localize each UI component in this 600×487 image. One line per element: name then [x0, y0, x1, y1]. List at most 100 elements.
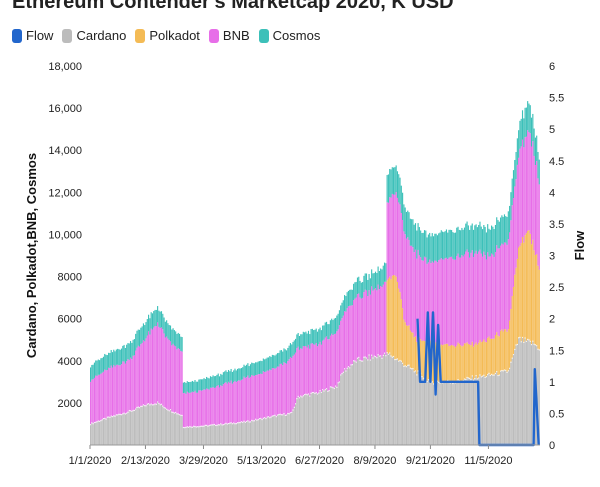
bar-bnb-28: [126, 361, 128, 414]
bar-bnb-184: [327, 339, 329, 392]
bar-cardano-edge-299: [475, 375, 477, 377]
bar-bnb-323: [506, 244, 508, 332]
bar-cardano-118: [242, 422, 244, 445]
bar-bnb-36: [136, 347, 138, 408]
bar-bnb-277: [447, 259, 449, 344]
bar-bnb-180: [322, 340, 324, 390]
bar-cardano-edge-199: [346, 367, 348, 369]
bar-polkadot-239: [398, 288, 400, 362]
bar-cardano-edge-304: [481, 375, 484, 377]
bar-bnb-287: [460, 257, 462, 346]
bar-cardano-164: [301, 396, 303, 445]
bar-cardano-244: [404, 365, 406, 445]
bar-cosmos-284: [456, 227, 458, 256]
bar-cardano-180: [322, 389, 324, 445]
bar-bnb-45: [148, 331, 150, 404]
bar-bnb-328: [512, 198, 515, 287]
bar-bnb-250: [412, 247, 414, 333]
bar-cardano-234: [391, 357, 393, 445]
bar-cardano-263: [429, 378, 431, 445]
bar-cardano-edge-121: [246, 420, 248, 423]
bar-bnb-66: [175, 346, 177, 413]
bar-cardano-285: [457, 379, 459, 445]
bar-polkadot-297: [472, 346, 475, 381]
bar-polkadot-280: [451, 345, 453, 383]
bar-cosmos-309: [488, 228, 490, 257]
bar-cardano-307: [485, 376, 487, 445]
bar-bnb-60: [167, 338, 169, 411]
bar-bnb-230: [386, 202, 388, 281]
y2-tick-1: 5.5: [549, 93, 564, 105]
bar-bnb-181: [323, 339, 325, 392]
bar-bnb-160: [296, 348, 298, 399]
bar-cosmos-157: [292, 341, 294, 356]
bar-cardano-242: [402, 363, 404, 445]
bar-bnb-185: [328, 339, 330, 391]
bar-cardano-105: [225, 423, 227, 445]
bar-bnb-300: [476, 253, 478, 345]
bar-cardano-289: [462, 380, 464, 445]
bar-bnb-62: [169, 341, 172, 410]
bar-polkadot-326: [510, 309, 512, 363]
bar-cardano-264: [430, 379, 432, 445]
bar-cardano-0: [90, 424, 92, 445]
bar-polkadot-311: [491, 338, 493, 375]
bar-bnb-103: [222, 384, 224, 425]
bar-cosmos-252: [414, 223, 417, 250]
bar-cardano-edge-70: [180, 414, 182, 416]
bar-cosmos-255: [418, 227, 420, 256]
bar-cardano-233: [390, 355, 392, 445]
bar-cardano-edge-24: [120, 414, 123, 416]
bar-cardano-291: [465, 379, 467, 445]
bar-cardano-edge-123: [248, 421, 250, 423]
bar-cardano-48: [151, 404, 154, 445]
bar-cosmos-12: [105, 354, 107, 371]
bar-bnb-336: [523, 147, 525, 243]
bar-cardano-103: [222, 424, 224, 445]
bar-cardano-32: [131, 411, 133, 445]
bar-cosmos-245: [405, 211, 408, 239]
bar-cardano-213: [364, 357, 366, 445]
bar-cardano-edge-236: [394, 358, 396, 361]
bar-bnb-215: [367, 296, 369, 360]
bar-cardano-188: [332, 387, 334, 445]
bar-cosmos-116: [239, 368, 241, 381]
bar-cardano-edge-341: [529, 340, 531, 342]
bar-polkadot-302: [479, 340, 481, 375]
bar-cardano-110: [231, 423, 233, 445]
bar-polkadot-314: [494, 335, 497, 374]
bar-cardano-edge-158: [293, 406, 296, 408]
bar-cardano-edge-21: [117, 414, 119, 416]
legend-swatch-cosmos: [258, 28, 269, 43]
bar-cosmos-199: [346, 292, 348, 309]
bar-cosmos-184: [327, 324, 329, 340]
bar-cardano-edge-343: [532, 340, 534, 342]
bar-cardano-edge-313: [493, 374, 495, 376]
bar-cardano-edge-235: [393, 355, 395, 358]
bar-cardano-edge-13: [106, 416, 109, 418]
bar-cardano-edge-109: [230, 422, 232, 424]
bar-cardano-338: [525, 341, 527, 445]
bar-cardano-edge-234: [391, 356, 394, 358]
bar-cosmos-211: [362, 282, 364, 298]
bar-cardano-54: [159, 404, 161, 445]
bar-cosmos-91: [207, 377, 209, 389]
bar-cardano-edge-245: [405, 366, 408, 368]
bar-cardano-90: [206, 425, 208, 445]
bar-cardano-343: [532, 341, 534, 445]
bar-cardano-edge-237: [395, 358, 397, 360]
bar-bnb-347: [537, 178, 539, 266]
bar-bnb-176: [316, 346, 319, 395]
bar-cardano-46: [149, 404, 151, 445]
bar-cosmos-216: [368, 274, 370, 291]
bar-cosmos-195: [341, 302, 343, 319]
bar-cardano-edge-226: [381, 357, 383, 359]
bar-cosmos-35: [135, 333, 137, 351]
bar-cosmos-26: [123, 344, 125, 362]
y-tick-0: 18,000: [48, 61, 82, 73]
bar-cardano-175: [315, 392, 317, 445]
bar-bnb-10: [102, 371, 105, 419]
bar-polkadot-290: [463, 343, 466, 380]
bar-cosmos-47: [150, 312, 152, 329]
bar-cardano-edge-48: [151, 404, 154, 406]
